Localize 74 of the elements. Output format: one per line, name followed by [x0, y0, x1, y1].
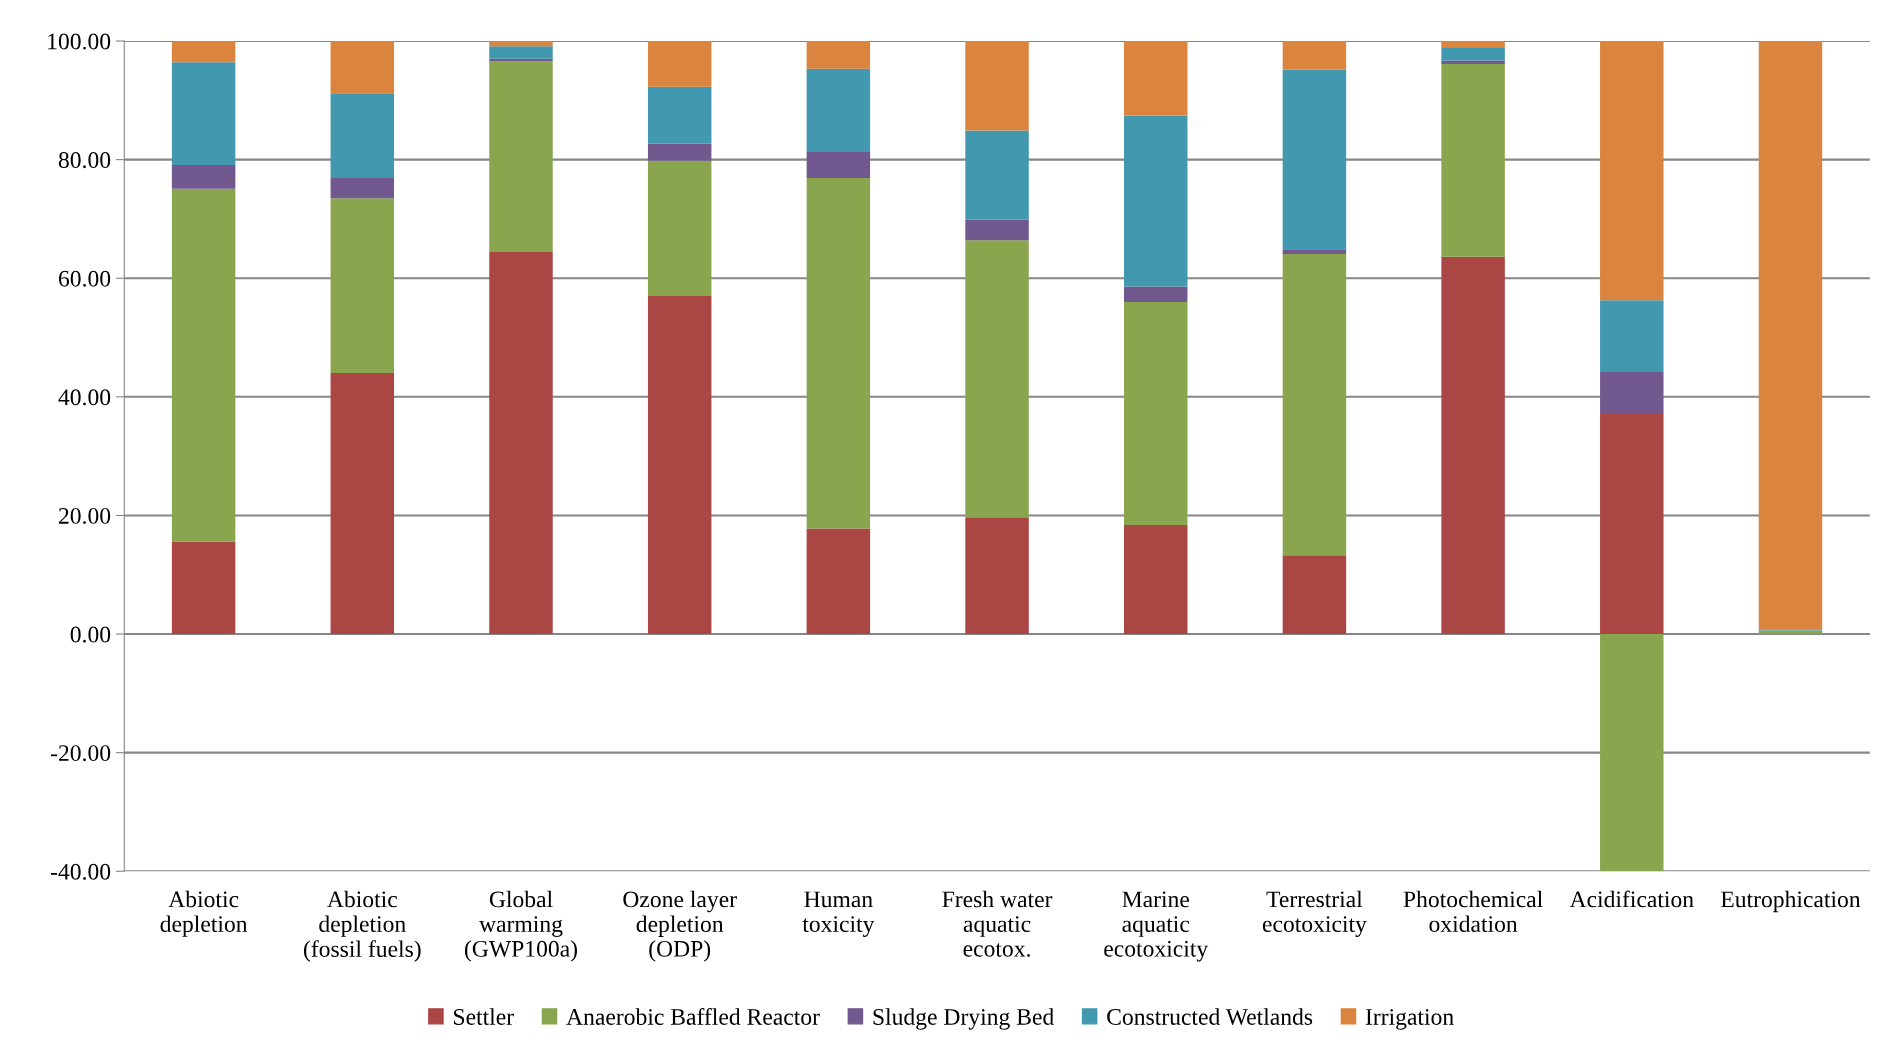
bar [1282, 69, 1347, 250]
x-tick-label: Fresh water aquatic ecotox. [942, 890, 1053, 957]
x-tick-label: Ozone layer depletion (ODP) [623, 890, 737, 962]
bar [1441, 64, 1505, 257]
bar [489, 40, 553, 47]
x-tick-label: Abiotic depletion (fossil fuels) [304, 890, 421, 962]
y-tick-label: 40.00 [58, 389, 111, 406]
bar [965, 40, 1029, 131]
bar [171, 164, 236, 189]
bar [1758, 40, 1823, 630]
x-tick-label: Terrestrial ecotoxicity [1262, 890, 1367, 937]
bar [965, 130, 1029, 220]
bar [330, 93, 395, 178]
bar [647, 40, 712, 87]
x-tick-label: Eutrophication [1721, 890, 1861, 913]
bar [647, 296, 712, 635]
bar [171, 40, 236, 63]
bar [330, 40, 395, 94]
bar [1282, 555, 1347, 635]
bar [1124, 115, 1188, 287]
bar [647, 160, 712, 297]
legend-label: Constructed Wetlands [1107, 1008, 1313, 1026]
y-tick-label: -20.00 [50, 745, 111, 762]
bar [171, 62, 236, 165]
bar [806, 177, 871, 529]
bar [806, 151, 871, 178]
x-tick-label: Human toxicity [802, 891, 875, 937]
x-tick-label: Marine aquatic ecotoxicity [1104, 891, 1209, 962]
bar [1124, 286, 1188, 302]
x-tick-label: Acidification [1569, 890, 1694, 908]
bar [330, 198, 395, 374]
bar [171, 541, 236, 635]
bar [1282, 40, 1347, 70]
bar [1600, 40, 1664, 301]
legend-label: Irrigation [1365, 1009, 1454, 1030]
bar [489, 61, 553, 253]
legend-label: Anaerobic Baffled Reactor [566, 1008, 820, 1025]
y-tick-label: 0.00 [70, 626, 111, 643]
bar [1441, 48, 1505, 61]
x-tick-label: Abiotic depletion [160, 890, 248, 937]
bar [1124, 524, 1188, 635]
y-tick-label: -40.00 [50, 863, 111, 880]
y-tick-label: 20.00 [59, 507, 111, 524]
bar [647, 86, 712, 144]
bar [1600, 634, 1664, 872]
bar [1282, 249, 1347, 254]
y-tick-label: 60.00 [58, 270, 111, 287]
bar [1600, 371, 1664, 415]
bar [489, 46, 553, 59]
x-tick-label: Photochemical oxidation [1403, 890, 1543, 933]
bar [806, 40, 871, 69]
bar [965, 517, 1029, 635]
bar [806, 528, 871, 635]
bar [330, 177, 395, 199]
y-tick-label: 100.00 [48, 33, 111, 50]
legend-label: Settler [454, 1008, 514, 1025]
bar [1600, 300, 1664, 372]
bar [647, 143, 712, 161]
bar [1282, 253, 1347, 556]
bar [806, 68, 871, 152]
x-tick-label: Global warming (GWP100a) [464, 890, 577, 962]
bar [171, 188, 236, 542]
bar [965, 240, 1029, 518]
y-tick-label: 80.00 [58, 152, 111, 169]
bar [1758, 630, 1823, 635]
bar [1600, 414, 1664, 635]
bar [965, 219, 1029, 241]
bar [1441, 256, 1505, 635]
bar [1441, 40, 1505, 49]
bar [1124, 301, 1188, 525]
legend-label: Sludge Drying Bed [873, 1008, 1054, 1030]
bar [489, 252, 553, 635]
bar [330, 373, 395, 635]
bar [1124, 40, 1188, 116]
